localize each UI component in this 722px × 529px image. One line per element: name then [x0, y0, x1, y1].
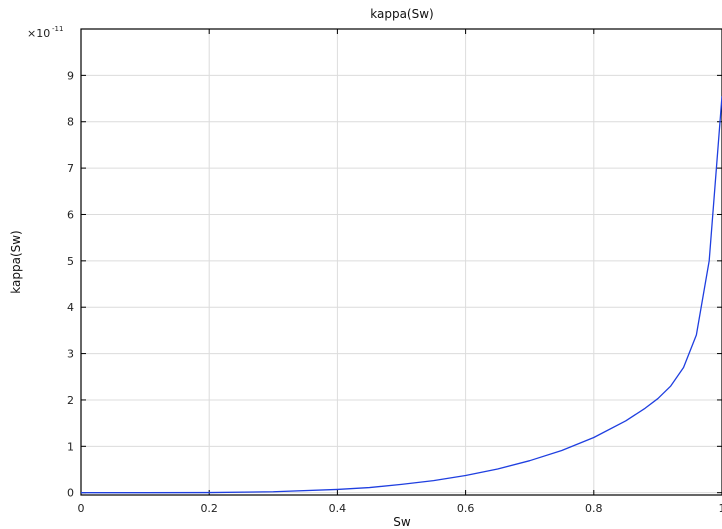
y-multiplier: ×10 -11 [27, 25, 63, 40]
y-tick-label: 1 [67, 440, 74, 453]
chart-title: kappa(Sw) [370, 7, 433, 21]
y-tick-label: 3 [67, 348, 74, 361]
plot-frame [80, 28, 722, 496]
y-tick-label: 4 [67, 301, 74, 314]
y-multiplier-base: ×10 [27, 27, 50, 40]
y-axis-label: kappa(Sw) [9, 230, 23, 293]
x-axis-ticks: 0 0.2 0.4 0.6 0.8 1 [78, 29, 722, 515]
y-axis-ticks: 0 1 2 3 4 5 6 7 8 9 [67, 69, 722, 500]
series-line-0 [81, 96, 722, 494]
x-tick-label: 0.2 [200, 502, 218, 515]
y-tick-label: 9 [67, 69, 74, 82]
y-tick-label: 2 [67, 394, 74, 407]
series-group [81, 96, 722, 494]
x-tick-label: 0 [78, 502, 85, 515]
y-tick-label: 6 [67, 208, 74, 221]
y-tick-label: 8 [67, 116, 74, 129]
x-tick-label: 0.8 [585, 502, 603, 515]
x-axis-label: Sw [393, 515, 411, 529]
y-multiplier-exponent: -11 [52, 25, 63, 33]
x-tick-label: 0.4 [329, 502, 347, 515]
x-tick-label: 0.6 [457, 502, 475, 515]
y-tick-label: 7 [67, 162, 74, 175]
y-tick-label: 0 [67, 487, 74, 500]
x-tick-label: 1 [719, 502, 722, 515]
y-tick-label: 5 [67, 255, 74, 268]
grid [80, 29, 722, 495]
